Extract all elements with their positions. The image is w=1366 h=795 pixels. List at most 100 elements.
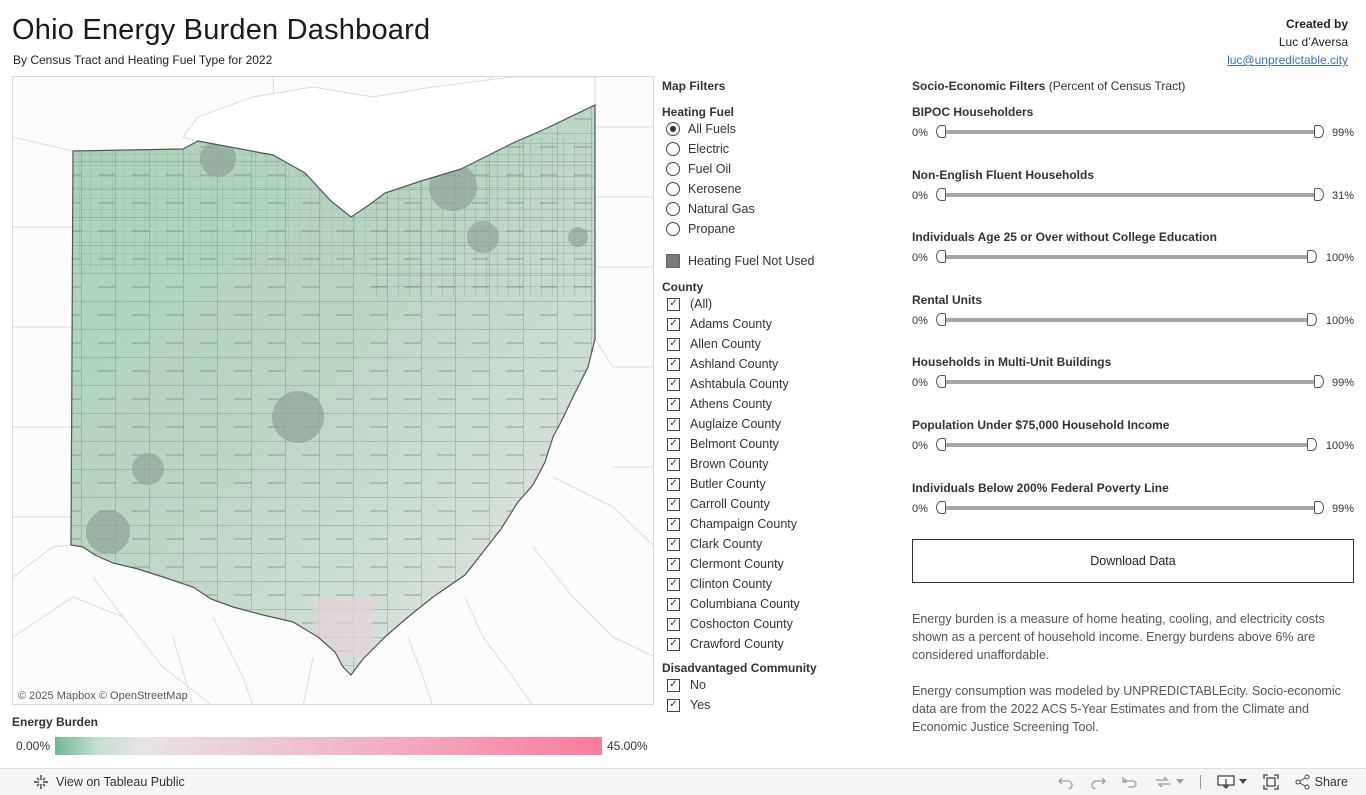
checkbox-checked-icon[interactable]: ✓ xyxy=(667,577,680,591)
slider-max-handle[interactable] xyxy=(1314,375,1324,389)
slider-min-handle[interactable] xyxy=(936,187,946,201)
slider-min-handle[interactable] xyxy=(936,250,946,264)
radio-button[interactable] xyxy=(666,122,680,136)
checkbox-checked-icon[interactable]: ✓ xyxy=(667,317,680,331)
checkbox-checked-icon[interactable]: ✓ xyxy=(667,437,680,451)
county-item[interactable]: ✓ Belmont County xyxy=(662,434,892,454)
checkbox-checked-icon[interactable]: ✓ xyxy=(667,377,680,391)
county-item-label: Adams County xyxy=(690,317,772,331)
share-button[interactable]: Share xyxy=(1295,774,1348,790)
slider-max-handle[interactable] xyxy=(1314,187,1324,201)
revert-icon[interactable] xyxy=(1121,775,1138,789)
slider-max-handle[interactable] xyxy=(1307,312,1317,326)
fullscreen-icon[interactable] xyxy=(1262,774,1279,790)
slider-track[interactable] xyxy=(940,505,1319,510)
slider-min-handle[interactable] xyxy=(936,125,946,138)
radio-button[interactable] xyxy=(666,142,680,156)
checkbox-checked-icon[interactable]: ✓ xyxy=(667,417,680,431)
county-item[interactable]: ✓ Allen County xyxy=(662,334,892,354)
checkbox-checked-icon[interactable]: ✓ xyxy=(667,678,680,692)
slider-max-handle[interactable] xyxy=(1314,125,1324,138)
checkbox-checked-icon[interactable]: ✓ xyxy=(667,357,680,371)
county-item[interactable]: ✓ Butler County xyxy=(662,474,892,494)
county-item[interactable]: ✓ Clark County xyxy=(662,534,892,554)
heating-fuel-option[interactable]: Kerosene xyxy=(662,179,892,199)
download-menu-button[interactable] xyxy=(1216,774,1247,790)
range-slider: Population Under $75,000 Household Incom… xyxy=(912,418,1354,464)
not-used-label: Heating Fuel Not Used xyxy=(688,254,815,268)
slider-min-handle[interactable] xyxy=(936,500,946,514)
heating-fuel-option[interactable]: Fuel Oil xyxy=(662,159,892,179)
slider-track[interactable] xyxy=(940,442,1312,447)
checkbox-checked-icon[interactable]: ✓ xyxy=(667,597,680,611)
checkbox-checked-icon[interactable]: ✓ xyxy=(667,617,680,631)
radio-button[interactable] xyxy=(666,222,680,236)
county-item[interactable]: ✓ Brown County xyxy=(662,454,892,474)
slider-max-handle[interactable] xyxy=(1314,500,1324,514)
radio-button[interactable] xyxy=(666,162,680,176)
toolbar-separator xyxy=(1199,775,1201,789)
county-item-label: Coshocton County xyxy=(690,617,793,631)
disadvantaged-item[interactable]: ✓ Yes xyxy=(662,695,892,715)
checkbox-checked-icon[interactable]: ✓ xyxy=(667,537,680,551)
slider-min-handle[interactable] xyxy=(936,437,946,451)
energy-burden-map[interactable]: © 2025 Mapbox © OpenStreetMap xyxy=(12,76,654,705)
county-item[interactable]: ✓ Clermont County xyxy=(662,554,892,574)
county-item-label: Auglaize County xyxy=(690,417,782,431)
slider-row: 0% 99% xyxy=(912,122,1354,142)
checkbox-checked-icon[interactable]: ✓ xyxy=(667,637,680,651)
view-on-tableau-label: View on Tableau Public xyxy=(56,775,185,789)
slider-track[interactable] xyxy=(940,380,1319,385)
county-item[interactable]: ✓ Champaign County xyxy=(662,514,892,534)
slider-row: 0% 100% xyxy=(912,247,1354,267)
checkbox-checked-icon[interactable]: ✓ xyxy=(667,297,680,311)
checkbox-checked-icon[interactable]: ✓ xyxy=(667,397,680,411)
slider-track[interactable] xyxy=(940,192,1319,197)
slider-track[interactable] xyxy=(940,317,1312,322)
heating-fuel-option[interactable]: Electric xyxy=(662,139,892,159)
slider-label: Rental Units xyxy=(912,292,983,307)
slider-max-handle[interactable] xyxy=(1307,250,1317,264)
county-item[interactable]: ✓ (All) xyxy=(662,294,892,314)
county-item[interactable]: ✓ Crawford County xyxy=(662,634,892,654)
slider-max-handle[interactable] xyxy=(1307,437,1317,451)
download-data-button[interactable]: Download Data xyxy=(912,539,1354,583)
undo-icon[interactable] xyxy=(1057,775,1074,789)
slider-track[interactable] xyxy=(940,255,1312,260)
county-item[interactable]: ✓ Athens County xyxy=(662,394,892,414)
checkbox-checked-icon[interactable]: ✓ xyxy=(667,457,680,471)
county-item[interactable]: ✓ Auglaize County xyxy=(662,414,892,434)
slider-min-handle[interactable] xyxy=(936,312,946,326)
redo-icon[interactable] xyxy=(1090,775,1106,789)
checkbox-checked-icon[interactable]: ✓ xyxy=(667,517,680,531)
county-item[interactable]: ✓ Adams County xyxy=(662,314,892,334)
heating-fuel-option-label: Propane xyxy=(688,222,736,236)
county-item[interactable]: ✓ Coshocton County xyxy=(662,614,892,634)
heating-fuel-option[interactable]: All Fuels xyxy=(662,119,892,139)
refresh-button[interactable] xyxy=(1154,775,1184,789)
checkbox-checked-icon[interactable]: ✓ xyxy=(667,698,680,712)
radio-button[interactable] xyxy=(666,182,680,196)
county-item-label: Butler County xyxy=(690,477,766,491)
checkbox-checked-icon[interactable]: ✓ xyxy=(667,497,680,511)
slider-track[interactable] xyxy=(940,130,1319,134)
checkbox-checked-icon[interactable]: ✓ xyxy=(667,477,680,491)
checkbox-checked-icon[interactable]: ✓ xyxy=(667,337,680,351)
disadvantaged-item[interactable]: ✓ No xyxy=(662,675,892,695)
slider-row: 0% 99% xyxy=(912,498,1354,518)
heating-fuel-option[interactable]: Natural Gas xyxy=(662,199,892,219)
checkbox-checked-icon[interactable]: ✓ xyxy=(667,557,680,571)
county-item[interactable]: ✓ Ashland County xyxy=(662,354,892,374)
dashboard: Ohio Energy Burden Dashboard By Census T… xyxy=(12,14,1354,755)
slider-max-value: 99% xyxy=(1331,377,1354,390)
slider-min-handle[interactable] xyxy=(936,375,946,389)
heating-fuel-option[interactable]: Propane xyxy=(662,219,892,239)
county-item[interactable]: ✓ Carroll County xyxy=(662,494,892,514)
author-email-link[interactable]: luc@unpredictable.city xyxy=(1227,53,1348,67)
county-item[interactable]: ✓ Ashtabula County xyxy=(662,374,892,394)
map-canvas[interactable] xyxy=(13,77,654,705)
view-on-tableau-link[interactable]: View on Tableau Public xyxy=(34,775,185,789)
county-item[interactable]: ✓ Columbiana County xyxy=(662,594,892,614)
county-item[interactable]: ✓ Clinton County xyxy=(662,574,892,594)
radio-button[interactable] xyxy=(666,202,680,216)
